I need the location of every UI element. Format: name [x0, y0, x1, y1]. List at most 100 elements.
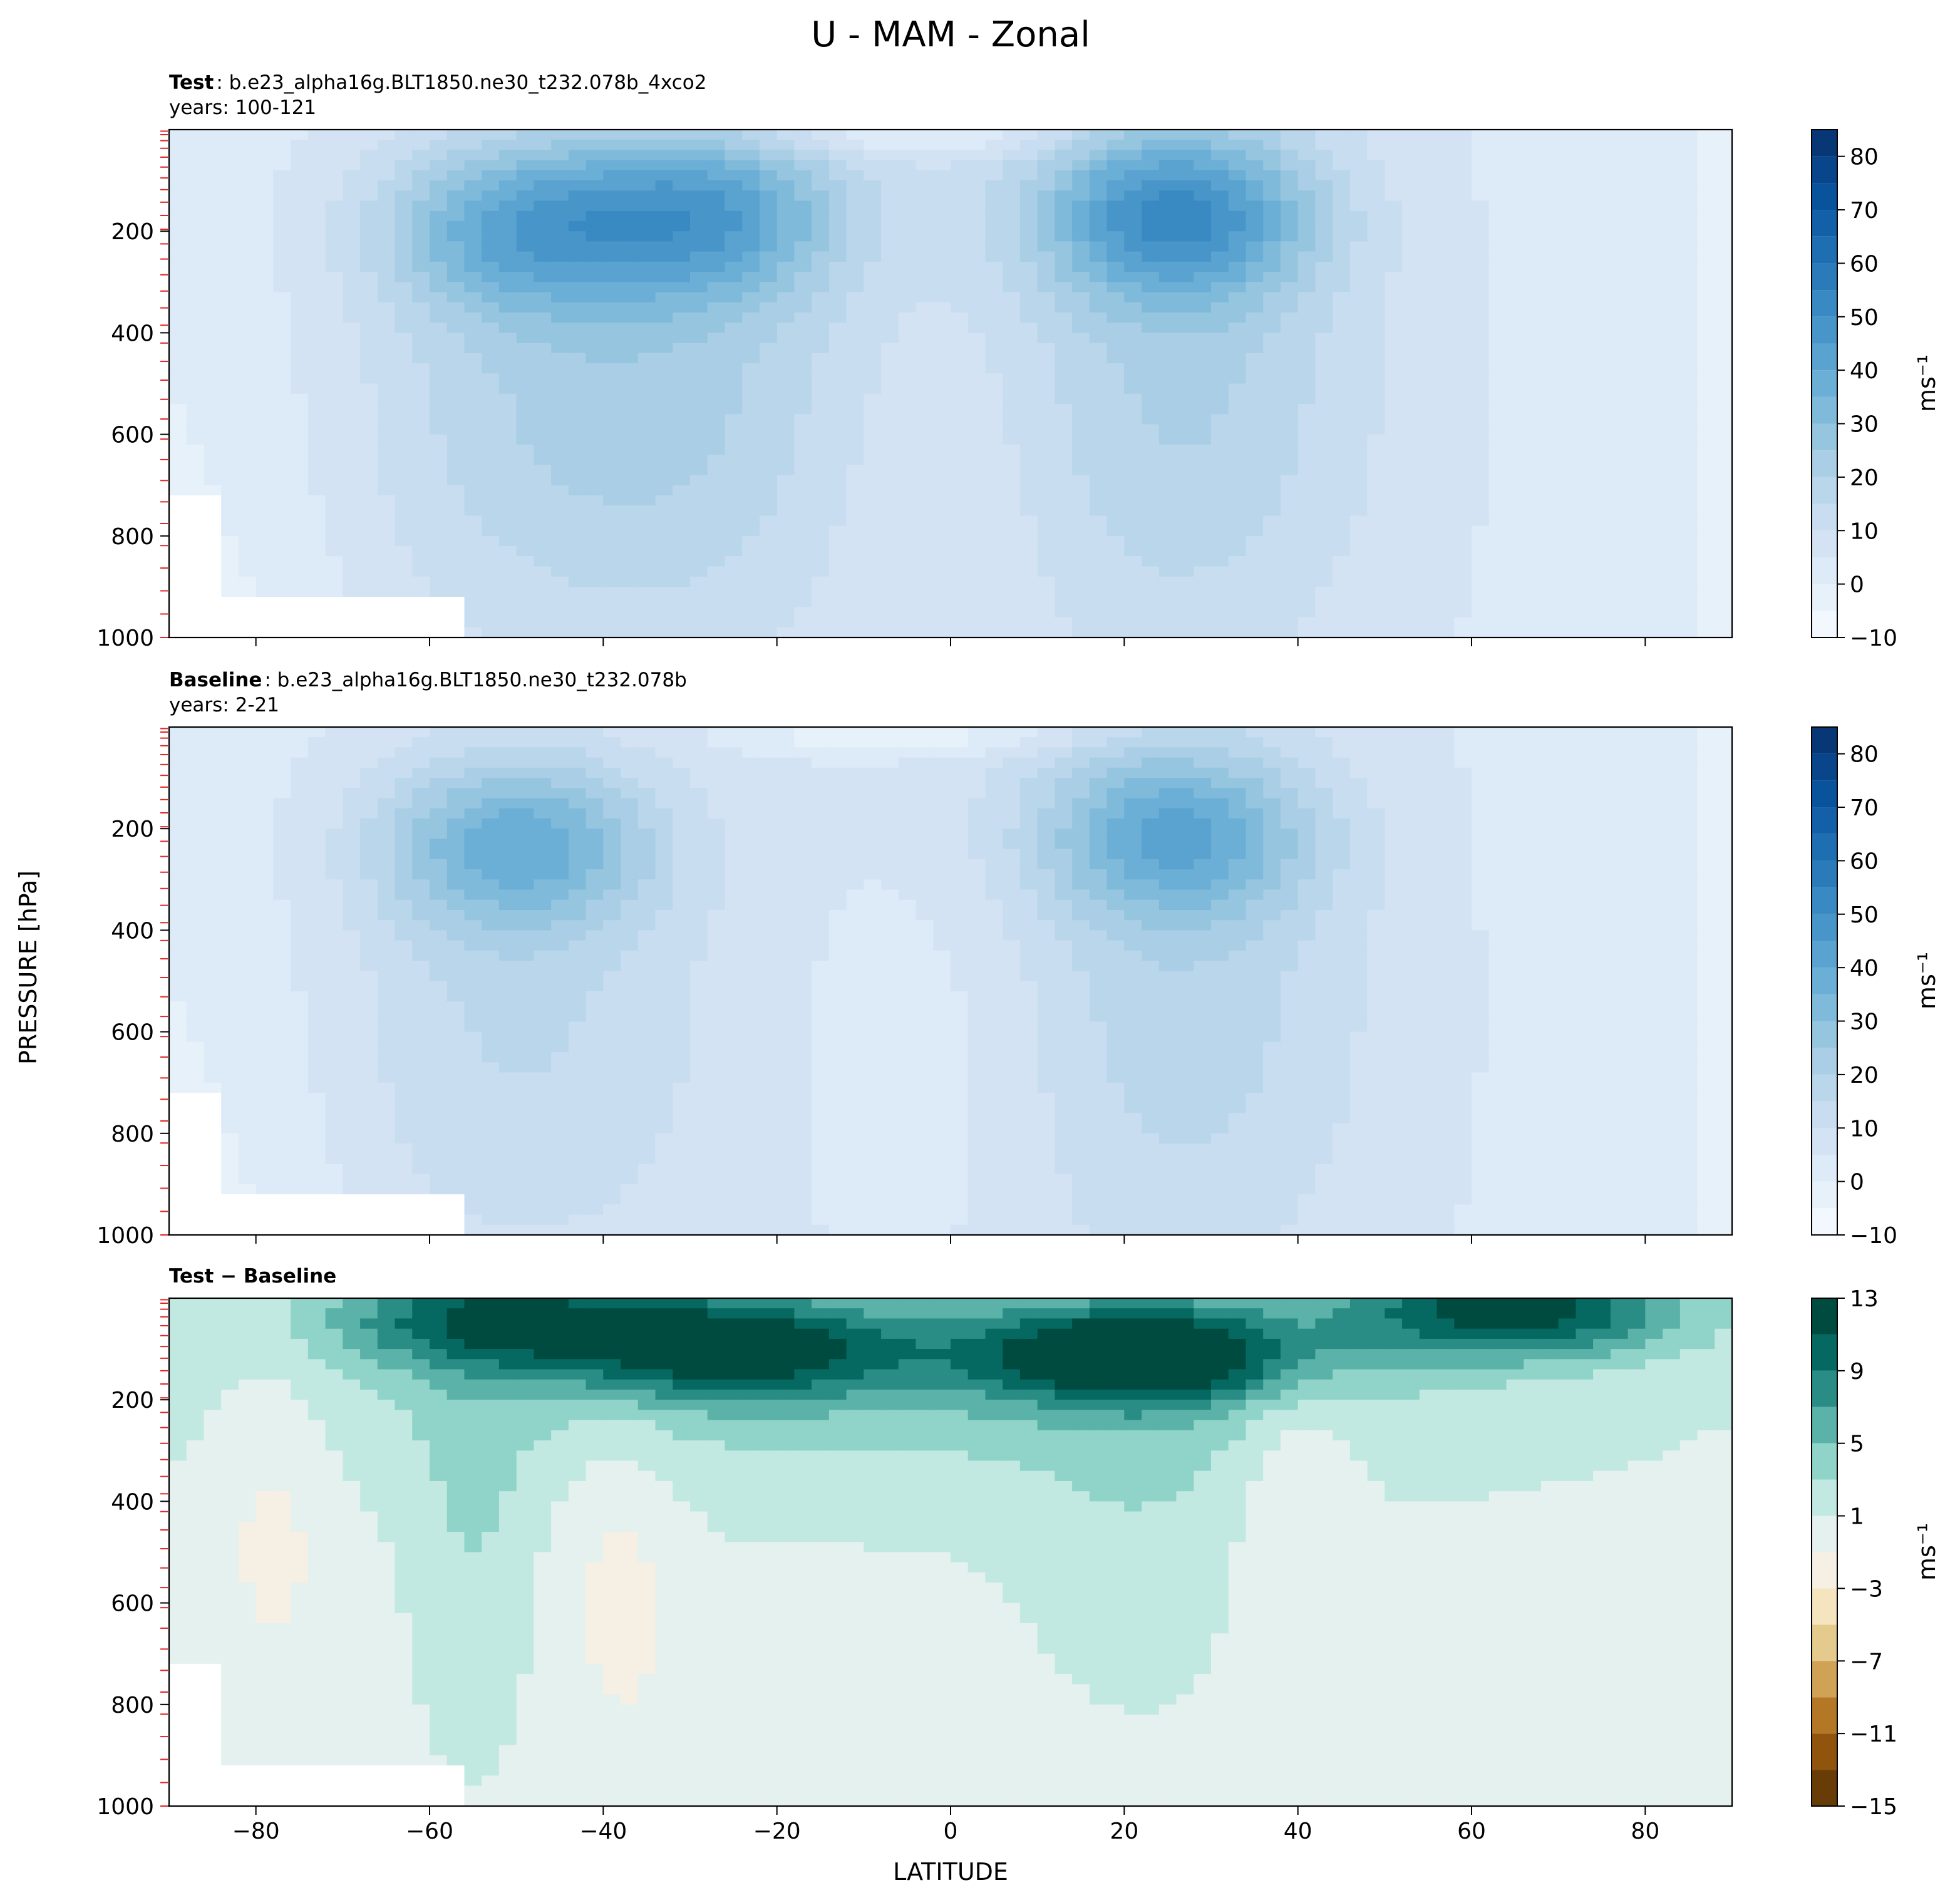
panel-baseline-title-bold: Baseline: [169, 669, 262, 691]
heat-cell: [1176, 353, 1194, 364]
heat-cell: [1280, 525, 1299, 537]
heat-cell: [1349, 607, 1368, 618]
heat-cell: [1072, 566, 1090, 577]
heat-cell: [1436, 607, 1455, 618]
heat-cell: [1263, 414, 1281, 425]
heat-cell: [395, 444, 413, 455]
heat-cell: [1645, 231, 1663, 242]
heat-cell: [1488, 403, 1507, 415]
heat-cell: [1176, 424, 1194, 435]
heat-cell: [1540, 231, 1559, 242]
heat-cell: [1158, 333, 1177, 344]
heat-cell: [1194, 607, 1212, 618]
heat-cell: [1610, 150, 1629, 161]
heat-cell: [585, 414, 604, 425]
heat-cell: [1627, 150, 1646, 161]
heat-cell: [1176, 251, 1194, 262]
colorbar-band: [1812, 156, 1837, 183]
heat-cell: [412, 607, 430, 618]
heat-cell: [985, 140, 1003, 151]
heat-cell: [255, 403, 274, 415]
heat-cell: [238, 231, 257, 242]
heat-cell: [881, 333, 899, 344]
heat-cell: [273, 950, 291, 961]
heat-cell: [1158, 617, 1177, 628]
heat-cell: [221, 505, 239, 517]
heat-cell: [985, 302, 1003, 313]
heat-cell: [707, 343, 726, 354]
heat-cell: [812, 180, 830, 192]
heat-cell: [1333, 434, 1351, 445]
heat-cell: [933, 302, 951, 313]
heat-cell: [1488, 485, 1507, 496]
heat-cell: [343, 576, 361, 587]
heat-cell: [1089, 130, 1108, 140]
heat-cell: [343, 434, 361, 445]
heat-cell: [985, 261, 1003, 272]
heat-cell: [1055, 515, 1073, 527]
heat-cell: [169, 586, 187, 597]
heat-cell: [1645, 302, 1663, 313]
heat-cell: [1715, 241, 1732, 252]
heat-cell: [655, 323, 673, 334]
heat-cell: [916, 261, 934, 272]
heat-cell: [325, 424, 344, 435]
heat-cell: [186, 414, 205, 425]
heat-cell: [1715, 333, 1732, 344]
heat-cell: [516, 617, 535, 628]
heat-cell: [1194, 302, 1212, 313]
heat-cell: [951, 525, 969, 537]
heat-cell: [1506, 312, 1524, 323]
heat-cell: [291, 627, 309, 638]
heat-cell: [169, 757, 187, 768]
heat-cell: [846, 485, 865, 496]
heat-cell: [238, 1041, 257, 1053]
heat-cell: [1385, 455, 1403, 465]
heat-cell: [430, 597, 448, 608]
heat-cell: [498, 353, 517, 364]
heat-cell: [1037, 556, 1056, 567]
heat-cell: [307, 607, 326, 618]
heat-cell: [951, 323, 969, 334]
heat-cell: [498, 586, 517, 597]
heat-cell: [1367, 586, 1386, 597]
heat-cell: [603, 505, 621, 517]
heat-cell: [690, 535, 708, 547]
heat-cell: [794, 444, 812, 455]
heat-cell: [1158, 576, 1177, 587]
heat-cell: [204, 586, 222, 597]
heat-cell: [1089, 617, 1108, 628]
heat-cell: [498, 383, 517, 395]
heat-cell: [707, 535, 726, 547]
heat-cell: [1488, 200, 1507, 212]
heat-cell: [516, 576, 535, 587]
heat-cell: [1142, 403, 1160, 415]
heat-cell: [186, 261, 205, 272]
heat-cell: [1610, 323, 1629, 334]
heat-cell: [1419, 546, 1438, 557]
heat-cell: [1158, 130, 1177, 140]
heat-cell: [1663, 221, 1681, 232]
heat-cell: [1454, 130, 1472, 140]
heat-cell: [516, 292, 535, 303]
heat-cell: [169, 1164, 187, 1175]
heat-cell: [1003, 403, 1021, 415]
heat-cell: [1055, 455, 1073, 465]
heat-cell: [1419, 282, 1438, 293]
heat-cell: [360, 515, 378, 527]
heat-cell: [273, 251, 291, 262]
heat-cell: [534, 393, 552, 405]
heat-cell: [534, 282, 552, 293]
heat-cell: [707, 434, 726, 445]
heat-cell: [169, 200, 187, 212]
heat-cell: [1540, 485, 1559, 496]
heat-cell: [1037, 130, 1056, 140]
heat-cell: [169, 788, 187, 799]
heat-cell: [1715, 190, 1732, 202]
heat-cell: [603, 210, 621, 222]
heat-cell: [725, 607, 743, 618]
heat-cell: [1524, 576, 1542, 587]
heat-cell: [1663, 455, 1681, 465]
heat-cell: [551, 403, 569, 415]
heat-cell: [377, 312, 396, 323]
